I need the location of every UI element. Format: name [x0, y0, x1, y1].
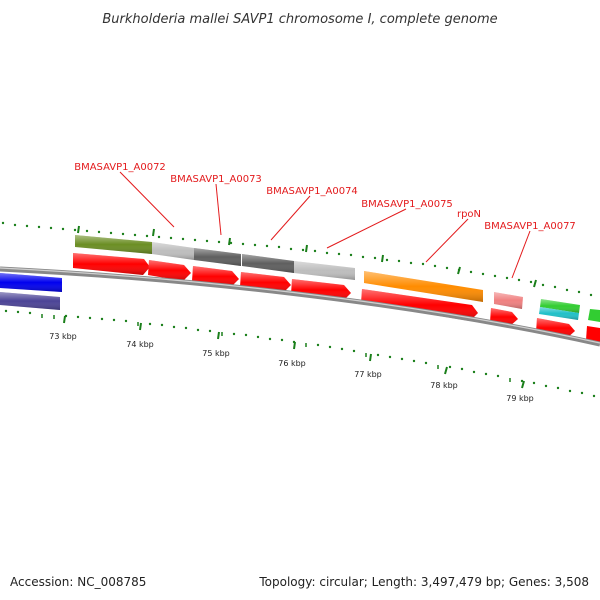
scale-label-77: 77 kbp [354, 370, 382, 379]
gene-label-rpoN[interactable]: rpoN [457, 209, 481, 220]
genome-backbone-highlight [0, 267, 600, 344]
gene-label-A0077[interactable]: BMASAVP1_A0077 [484, 221, 576, 232]
map-title: Burkholderia mallei SAVP1 chromosome I, … [102, 12, 497, 27]
scale-label-79: 79 kbp [506, 394, 534, 403]
outer-dotted-line [1, 221, 593, 297]
gene-label-A0073[interactable]: BMASAVP1_A0073 [170, 174, 262, 185]
inner-tick-ring [4, 309, 596, 398]
scale-label-74: 74 kbp [126, 340, 154, 349]
scale-label-76: 76 kbp [278, 359, 306, 368]
scale-label-78: 78 kbp [430, 381, 458, 390]
label-leader-lines [119, 171, 531, 279]
scale-labels: 73 kbp 74 kbp 75 kbp 76 kbp 77 kbp 78 kb… [49, 332, 534, 403]
cds-arrow[interactable] [586, 326, 600, 342]
genome-backbone [0, 266, 600, 347]
inner-major-ticks [63, 315, 525, 389]
green-feature-edge[interactable] [588, 309, 600, 322]
scale-label-75: 75 kbp [202, 349, 230, 358]
forward-strand-features [0, 235, 600, 322]
gene-label-A0075[interactable]: BMASAVP1_A0075 [361, 199, 453, 210]
outer-tick-ring [1, 221, 593, 297]
gene-labels: BMASAVP1_A0072 BMASAVP1_A0073 BMASAVP1_A… [74, 162, 576, 232]
gene-label-A0072[interactable]: BMASAVP1_A0072 [74, 162, 166, 173]
topology-text: Topology: circular; Length: 3,497,479 bp… [258, 575, 589, 589]
gene-label-A0074[interactable]: BMASAVP1_A0074 [266, 186, 358, 197]
outer-major-ticks [77, 225, 537, 288]
inner-minor-ticks [41, 314, 511, 382]
accession-text: Accession: NC_008785 [10, 575, 146, 589]
scale-label-73: 73 kbp [49, 332, 77, 341]
